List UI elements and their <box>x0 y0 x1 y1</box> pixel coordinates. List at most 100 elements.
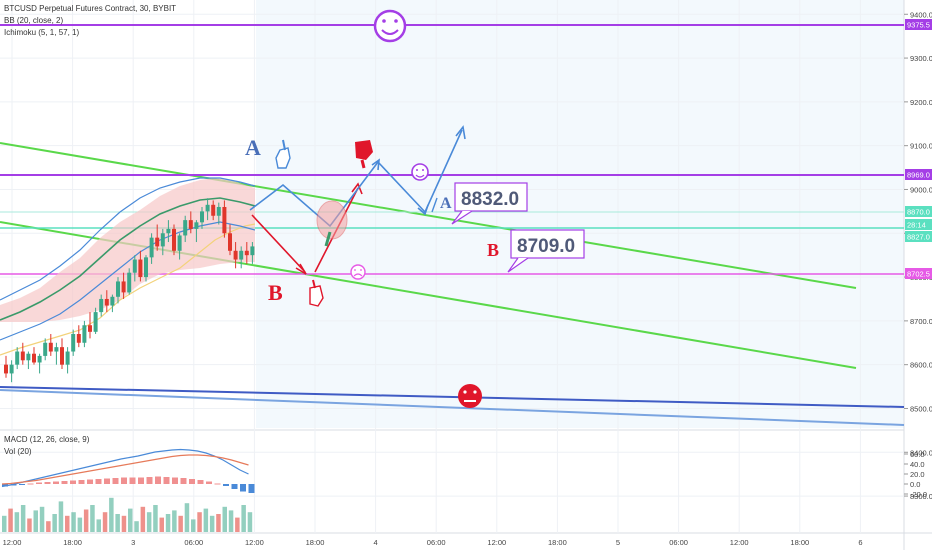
ichimoku-lagging-line <box>0 223 256 356</box>
letter-b-small: B <box>487 240 499 260</box>
candle-body <box>65 351 70 365</box>
volume-bar <box>83 509 89 532</box>
candle-body <box>15 351 20 365</box>
time-tick-label: 4 <box>374 538 378 547</box>
indicator-bb: BB (20, close, 2) <box>4 16 63 25</box>
candle-body <box>54 347 59 352</box>
macd-hist-bar <box>87 479 93 484</box>
macd-hist-bar <box>214 483 221 485</box>
volume-bar <box>222 506 227 532</box>
macd-hist-bar <box>180 478 187 484</box>
price-tick-label: 8500.0 <box>910 404 932 413</box>
price-label-text: 8969.0 <box>907 171 930 180</box>
blue-channel-lower <box>0 389 905 426</box>
volume-bar <box>46 521 51 532</box>
candle-body <box>110 296 115 306</box>
price-label-box <box>905 268 932 279</box>
volume-bar <box>178 515 183 532</box>
candle-body <box>194 222 199 229</box>
candle-body <box>48 342 53 352</box>
macd-tick-label: 40.0 <box>910 460 925 469</box>
price-label-box <box>905 231 932 242</box>
letter-b: B <box>268 280 283 305</box>
volume-bar <box>203 508 209 532</box>
volume-bar <box>8 508 13 532</box>
macd-hist-bar <box>248 484 255 493</box>
volume-bar <box>52 514 57 532</box>
candle-body <box>37 355 42 363</box>
volume-bar <box>128 508 133 532</box>
price-label-text: 9375.5 <box>907 21 930 30</box>
macd-tick-label: 0.0 <box>910 480 920 489</box>
projection-blue-1 <box>249 129 463 228</box>
volume-bar <box>197 512 202 532</box>
time-tick-label: 12:00 <box>245 538 264 547</box>
indicator-macd: MACD (12, 26, close, 9) <box>4 435 90 444</box>
volume-bar <box>235 517 240 532</box>
time-tick-label: 3 <box>131 538 135 547</box>
macd-hist-bar <box>104 478 110 484</box>
macd-line <box>1 448 249 488</box>
candle-body <box>239 250 244 260</box>
time-tick-label: 18:00 <box>790 538 809 547</box>
macd-hist-bar <box>163 477 170 484</box>
macd-hist-bar <box>61 481 68 484</box>
bb-lower <box>0 221 256 341</box>
time-tick-label: 06:00 <box>184 538 203 547</box>
candle-body <box>60 347 64 365</box>
macd-hist-bar <box>240 484 246 492</box>
volume-bar <box>39 506 45 532</box>
volume-bar <box>102 512 108 532</box>
macd-hist-bar <box>121 477 127 484</box>
candle-body <box>177 235 182 251</box>
bb-basis <box>0 197 256 321</box>
macd-hist-bar <box>231 484 238 489</box>
volume-bar <box>33 510 38 532</box>
volume-bar <box>14 512 20 532</box>
price-label-text: 8702.5 <box>907 270 930 279</box>
volume-bar <box>153 505 158 532</box>
macd-tick-label: 20.0 <box>910 470 925 479</box>
macd-hist-bar <box>223 484 229 486</box>
volume-bar <box>172 510 177 532</box>
price-label-box <box>905 206 932 217</box>
price-tick-label: 8700.0 <box>910 317 932 326</box>
candle-body <box>155 237 160 247</box>
volume-bar <box>109 497 114 532</box>
volume-bar <box>2 515 7 532</box>
neutral-face-icon <box>458 384 482 408</box>
time-tick-label: 18:00 <box>548 538 567 547</box>
candle-body <box>132 259 137 273</box>
volume-bar <box>121 515 127 532</box>
indicator-ichimoku: Ichimoku (5, 1, 57, 1) <box>4 28 79 37</box>
macd-hist-bar <box>189 479 195 484</box>
macd-tick-label: -20.0 <box>910 490 927 499</box>
volume-bar <box>247 512 253 532</box>
volume-bar <box>159 517 164 532</box>
macd-hist-bar <box>53 481 59 484</box>
price-tick-label: 9300.0 <box>910 54 932 63</box>
macd-hist-bar <box>172 477 178 484</box>
volume-bar <box>71 512 76 532</box>
macd-axis: 60.040.020.00.0-20.0 <box>904 450 927 499</box>
hand-pointer-red-top-icon <box>355 140 373 169</box>
volume-bar <box>184 503 190 532</box>
time-tick-label: 5 <box>616 538 620 547</box>
candle-body <box>244 250 249 256</box>
hand-pointer-red-bottom-icon <box>309 279 324 307</box>
macd-hist-bar <box>36 482 42 484</box>
time-tick-label: 6 <box>858 538 862 547</box>
volume-bar <box>58 501 64 532</box>
candle-body <box>250 246 255 256</box>
macd-hist-bar <box>95 479 102 484</box>
projection-red-arrowhead-low <box>295 263 307 275</box>
volume-bar <box>90 505 95 532</box>
callout-8709-text: 8709.0 <box>517 236 575 257</box>
candle-body <box>26 353 31 361</box>
price-label-text: 8827.0 <box>907 233 930 242</box>
highlight-circle <box>316 200 348 240</box>
projection-blue-arrowhead-a <box>417 204 429 216</box>
candle-body <box>149 237 154 258</box>
candle-body <box>200 211 204 223</box>
